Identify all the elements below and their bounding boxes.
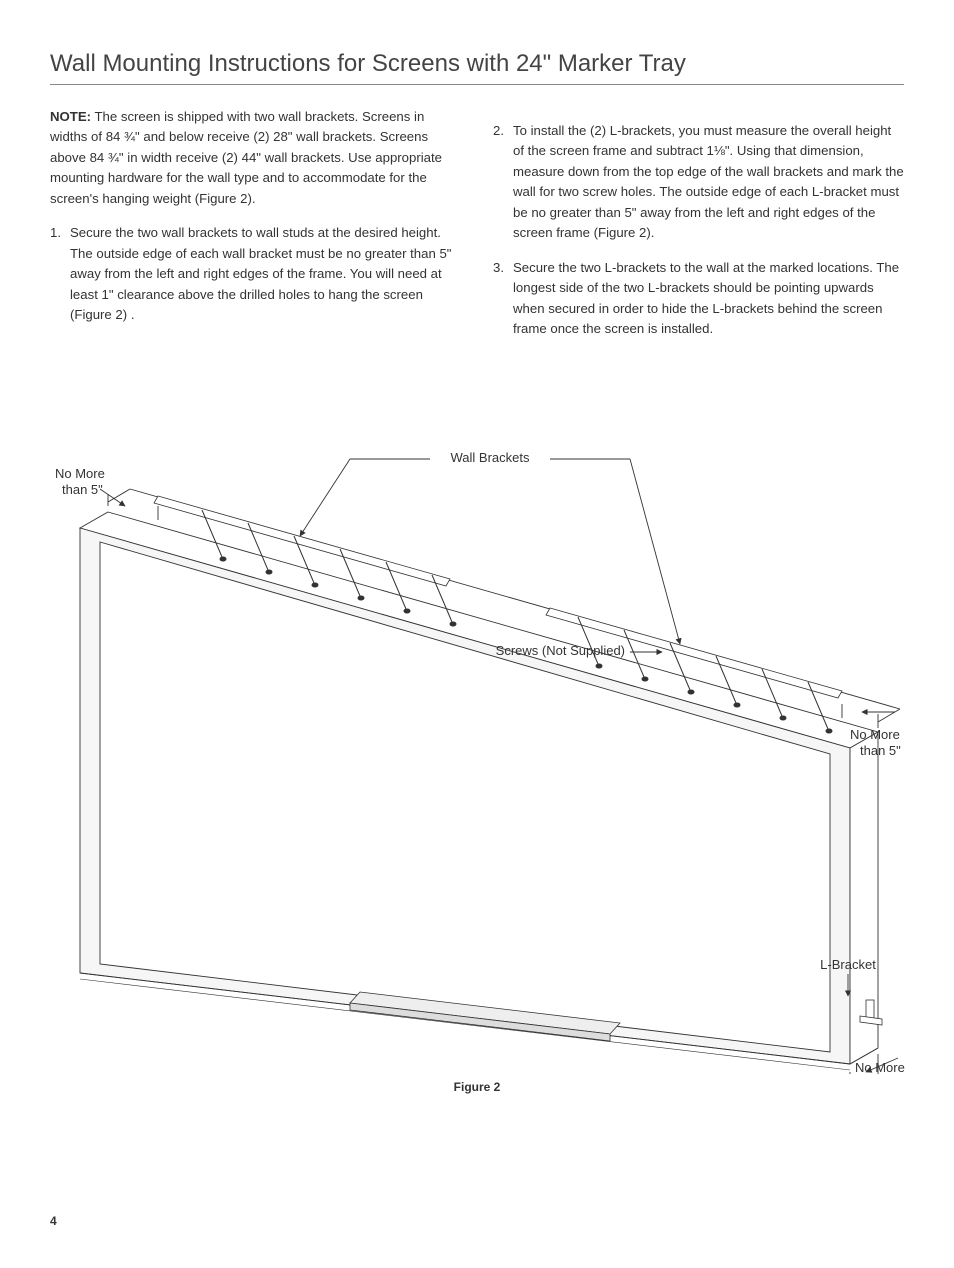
- step-number: 2.: [493, 121, 513, 244]
- step-text: Secure the two L-brackets to the wall at…: [513, 258, 904, 340]
- right-column: 2. To install the (2) L-brackets, you mu…: [493, 107, 904, 354]
- label-no-more-br-1: No More: [855, 1060, 905, 1074]
- label-no-more-r-2: than 5": [860, 743, 901, 758]
- step-1: 1. Secure the two wall brackets to wall …: [50, 223, 461, 325]
- step-text: Secure the two wall brackets to wall stu…: [70, 223, 461, 325]
- step-text: To install the (2) L-brackets, you must …: [513, 121, 904, 244]
- label-no-more-tl-2: than 5": [62, 482, 103, 497]
- label-no-more-tl-1: No More: [55, 466, 105, 481]
- note-paragraph: NOTE: The screen is shipped with two wal…: [50, 107, 461, 209]
- page-number: 4: [50, 1214, 904, 1228]
- step-3: 3. Secure the two L-brackets to the wall…: [493, 258, 904, 340]
- label-no-more-r-1: No More: [850, 727, 900, 742]
- diagram-svg: Wall Brackets No More than 5" Screws (No…: [50, 394, 920, 1074]
- figure-caption: Figure 2: [50, 1080, 904, 1094]
- figure-2: Wall Brackets No More than 5" Screws (No…: [50, 394, 904, 1094]
- step-2: 2. To install the (2) L-brackets, you mu…: [493, 121, 904, 244]
- note-text: The screen is shipped with two wall brac…: [50, 109, 442, 206]
- label-wall-brackets: Wall Brackets: [451, 450, 530, 465]
- label-l-bracket: L-Bracket: [820, 957, 876, 972]
- note-label: NOTE:: [50, 109, 91, 124]
- content-columns: NOTE: The screen is shipped with two wal…: [50, 107, 904, 354]
- label-screws: Screws (Not Supplied): [496, 643, 625, 658]
- page-title: Wall Mounting Instructions for Screens w…: [50, 50, 904, 85]
- left-column: NOTE: The screen is shipped with two wal…: [50, 107, 461, 354]
- step-number: 1.: [50, 223, 70, 325]
- step-number: 3.: [493, 258, 513, 340]
